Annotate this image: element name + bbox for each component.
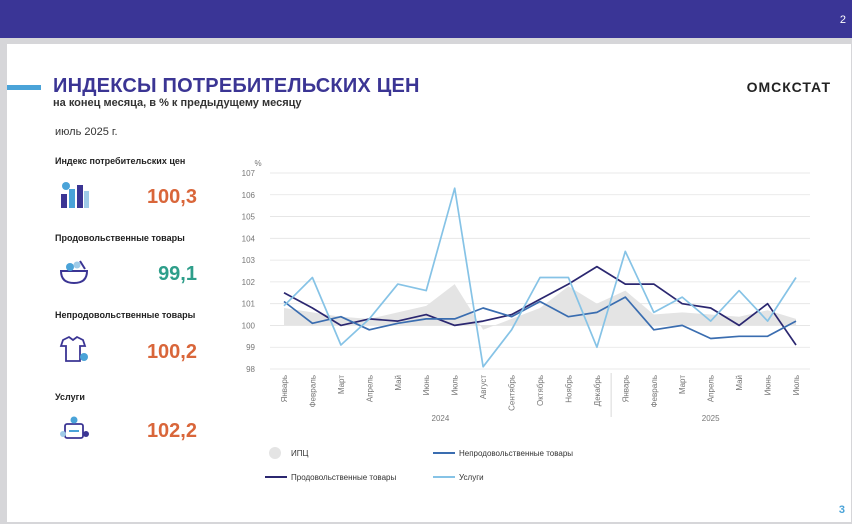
chart-area-layer [284,284,796,330]
indicator-nonfood-value: 100,2 [146,341,197,363]
slide: ИНДЕКСЫ ПОТРЕБИТЕЛЬСКИХ ЦЕН на конец мес… [7,44,851,522]
x-tick-label: Март [337,375,346,394]
y-tick-label: 100 [242,321,256,330]
x-tick-label: Сентябрь [508,375,517,411]
x-tick-label: Май [735,375,744,391]
x-tick-label: Январь [280,375,289,402]
x-tick-label: Ноябрь [564,375,573,403]
year-label-2025: 2025 [702,414,720,423]
services-icon [60,416,89,439]
legend-swatch-cpi [269,447,281,459]
slide-page-number: 3 [838,504,845,516]
legend-label: Непродовольственные товары [459,449,573,458]
non-food-icon [59,335,88,362]
x-tick-label: Декабрь [593,375,602,406]
legend-label: Услуги [459,473,484,482]
x-tick-label: Апрель [365,375,374,402]
top-page-number: 2 [839,14,846,26]
indicator-cpi-label: Индекс потребительских цен [55,156,186,166]
series-line-3 [283,187,797,368]
indicator-services-value: 102,2 [146,420,197,442]
page-title: ИНДЕКСЫ ПОТРЕБИТЕЛЬСКИХ ЦЕН [53,75,420,97]
indicator-food-value: 99,1 [158,263,197,285]
x-tick-label: Август [479,375,488,399]
x-tick-label: Май [394,375,403,391]
chart-axis-labels: 98 99 100 101 102 103 104 105 106 107% Январь Февра… [242,159,801,423]
title-accent-bar [7,85,41,90]
y-tick-label: 99 [246,343,255,352]
chart-grid [270,172,810,370]
series-line-2 [283,296,797,340]
x-tick-label: Октябрь [536,375,545,406]
y-tick-label: 101 [242,300,256,309]
chart-line-layer [283,187,797,368]
indicator-cpi-value: 100,3 [146,186,197,208]
y-tick-label: 102 [242,278,256,287]
brand-logo: ОМСКСТАТ [746,79,831,95]
y-tick-label: 107 [242,169,256,178]
y-axis-label: % [254,159,261,168]
legend-label: Продовольственные товары [291,473,396,482]
price-index-icon [61,182,89,208]
x-tick-label: Февраль [308,375,317,408]
indicator-food-label: Продовольственные товары [55,233,185,243]
indicator-services-label: Услуги [55,392,85,402]
indicator-nonfood-label: Непродовольственные товары [55,310,196,320]
x-tick-label: Июль [451,375,460,395]
y-tick-label: 98 [246,365,255,374]
year-label-2024: 2024 [432,414,450,423]
top-bar: 2 [0,0,852,38]
x-tick-label: Апрель [707,375,716,402]
y-tick-label: 104 [242,234,256,243]
x-tick-label: Февраль [650,375,659,408]
legend-label: ИПЦ [291,449,309,458]
x-tick-label: Июль [792,375,801,395]
series-cpi-area [284,284,796,330]
x-tick-label: Июнь [764,375,773,395]
food-icon [59,260,89,285]
cpi-line-chart: 98 99 100 101 102 103 104 105 106 107% Январь Февра… [242,159,810,482]
period-label: июль 2025 г. [55,126,118,138]
x-tick-label: Январь [621,375,630,402]
y-tick-label: 106 [242,191,256,200]
x-tick-label: Март [678,375,687,394]
chart-legend: ИПЦ Непродовольственные товары Продовольст… [265,447,573,482]
y-tick-label: 103 [242,256,256,265]
page-subtitle: на конец месяца, в % к предыдущему месяц… [53,97,302,109]
x-tick-label: Июнь [422,375,431,395]
y-tick-label: 105 [242,213,256,222]
